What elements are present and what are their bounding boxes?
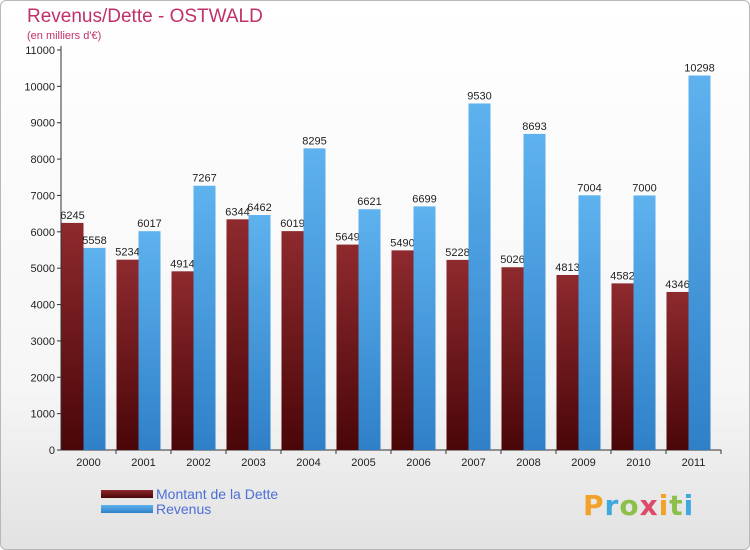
legend-swatch-debt: [101, 490, 153, 498]
chart-title: Revenus/Dette - OSTWALD: [27, 6, 263, 27]
y-tick-label: 6000: [31, 227, 55, 239]
legend-swatch-revenue: [101, 505, 153, 513]
logo-letter: r: [604, 489, 620, 522]
data-label-debt: 6019: [280, 218, 304, 230]
y-tick-label: 9000: [31, 118, 55, 130]
x-tick-label: 2000: [76, 457, 100, 469]
y-tick-label: 7000: [31, 190, 55, 202]
data-label-debt: 5228: [445, 247, 469, 259]
bar-revenue: [578, 195, 601, 450]
data-label-revenue: 8295: [302, 135, 326, 147]
y-tick-label: 8000: [31, 154, 55, 166]
logo-letter: i: [683, 489, 695, 522]
bar-revenue: [138, 231, 161, 450]
bar-revenue: [523, 133, 546, 450]
bar-debt: [226, 219, 249, 450]
bar-revenue: [358, 209, 381, 450]
data-label-debt: 6344: [225, 206, 249, 218]
bar-debt: [116, 259, 139, 450]
x-tick-label: 2002: [186, 457, 210, 469]
y-tick-label: 4000: [31, 300, 55, 312]
x-tick-label: 2001: [131, 457, 155, 469]
x-tick-label: 2008: [516, 457, 540, 469]
logo-letter: t: [669, 489, 684, 522]
data-label-debt: 5649: [335, 232, 359, 244]
logo-letter: o: [619, 489, 640, 522]
logo-letter: i: [658, 489, 670, 522]
data-label-revenue: 6017: [137, 218, 161, 230]
bar-debt: [171, 271, 194, 450]
logo-letter: x: [639, 489, 659, 522]
data-label-debt: 5026: [500, 254, 524, 266]
bar-debt: [556, 274, 579, 450]
y-tick-label: 0: [49, 445, 55, 457]
proxiti-logo: Proxiti: [583, 489, 694, 522]
bar-revenue: [413, 206, 436, 450]
bar-revenue: [303, 148, 326, 450]
y-tick-label: 11000: [25, 45, 55, 57]
data-label-revenue: 6462: [247, 202, 271, 214]
x-tick-label: 2006: [406, 457, 430, 469]
bar-revenue: [633, 195, 656, 450]
data-label-debt: 6245: [60, 210, 84, 222]
data-label-revenue: 10298: [684, 63, 715, 75]
legend-label-debt: Montant de la Dette: [156, 486, 279, 502]
y-tick-label: 5000: [31, 263, 55, 275]
bar-debt: [391, 250, 414, 450]
y-tick-label: 3000: [31, 336, 55, 348]
data-label-revenue: 6621: [357, 196, 381, 208]
data-label-revenue: 7000: [632, 182, 656, 194]
legend-label-revenue: Revenus: [156, 501, 212, 517]
bar-revenue: [193, 185, 216, 450]
data-label-debt: 4582: [610, 270, 634, 282]
x-tick-label: 2003: [241, 457, 265, 469]
bar-debt: [336, 244, 359, 450]
data-label-revenue: 8693: [522, 121, 546, 133]
data-label-revenue: 7267: [192, 173, 216, 185]
bar-revenue: [688, 75, 711, 450]
x-tick-label: 2005: [351, 457, 375, 469]
data-label-debt: 5234: [115, 247, 139, 259]
x-tick-label: 2010: [626, 457, 650, 469]
data-label-debt: 5490: [390, 237, 414, 249]
bar-debt: [61, 222, 84, 450]
bar-debt: [611, 283, 634, 450]
y-tick-label: 1000: [31, 409, 55, 421]
bar-revenue: [468, 103, 491, 451]
data-label-revenue: 6699: [412, 193, 436, 205]
bar-debt: [501, 267, 524, 450]
y-tick-label: 10000: [24, 81, 55, 93]
data-label-debt: 4346: [665, 279, 689, 291]
x-tick-label: 2004: [296, 457, 320, 469]
bar-debt: [446, 259, 469, 450]
bar-debt: [281, 231, 304, 450]
data-label-revenue: 7004: [577, 182, 601, 194]
data-label-revenue: 5558: [82, 235, 106, 247]
x-tick-label: 2007: [461, 457, 485, 469]
y-tick-label: 2000: [31, 372, 55, 384]
data-label-debt: 4914: [170, 258, 194, 270]
bar-revenue: [83, 247, 106, 450]
data-label-debt: 4813: [555, 262, 579, 274]
x-tick-label: 2011: [682, 457, 706, 469]
bar-revenue: [248, 215, 271, 450]
chart-subtitle: (en milliers d'€): [27, 30, 102, 42]
data-label-revenue: 9530: [467, 90, 491, 102]
logo-letter: P: [583, 489, 605, 522]
bar-debt: [666, 291, 689, 450]
x-tick-label: 2009: [571, 457, 595, 469]
